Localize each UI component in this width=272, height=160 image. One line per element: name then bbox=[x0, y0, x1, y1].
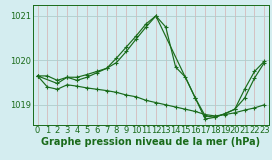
X-axis label: Graphe pression niveau de la mer (hPa): Graphe pression niveau de la mer (hPa) bbox=[41, 137, 261, 147]
